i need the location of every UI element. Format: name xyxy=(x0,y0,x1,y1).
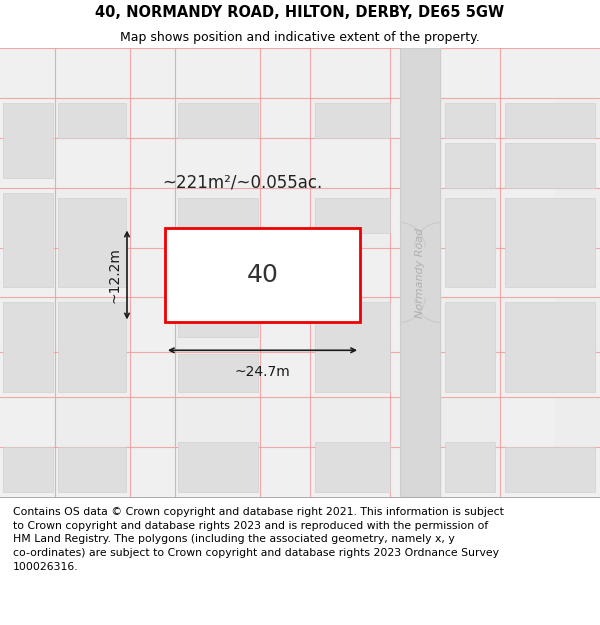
Bar xyxy=(445,198,495,288)
Text: 40, NORMANDY ROAD, HILTON, DERBY, DE65 5GW: 40, NORMANDY ROAD, HILTON, DERBY, DE65 5… xyxy=(95,4,505,19)
Bar xyxy=(315,442,390,492)
Bar xyxy=(178,198,258,232)
Bar xyxy=(58,198,126,288)
Bar xyxy=(505,143,595,188)
Bar xyxy=(260,48,310,497)
Text: Map shows position and indicative extent of the property.: Map shows position and indicative extent… xyxy=(120,31,480,44)
Text: ~12.2m: ~12.2m xyxy=(108,247,122,303)
Bar xyxy=(505,302,595,392)
Bar xyxy=(3,447,53,492)
Bar xyxy=(445,302,495,392)
Text: ~221m²/~0.055ac.: ~221m²/~0.055ac. xyxy=(163,174,323,192)
Bar xyxy=(505,447,595,492)
Bar xyxy=(130,48,175,497)
Bar xyxy=(0,138,600,188)
Bar xyxy=(500,48,555,497)
Bar xyxy=(0,248,600,298)
Bar xyxy=(0,48,55,497)
Bar xyxy=(165,228,360,322)
Bar xyxy=(3,103,53,178)
Bar xyxy=(0,352,600,397)
Bar xyxy=(178,354,258,392)
Bar xyxy=(445,143,495,188)
Bar xyxy=(58,447,126,492)
Text: 40: 40 xyxy=(247,263,278,287)
Bar xyxy=(58,103,126,138)
Bar xyxy=(178,442,258,492)
Bar xyxy=(315,198,390,232)
Bar xyxy=(58,302,126,392)
Bar xyxy=(178,103,258,138)
Bar xyxy=(0,447,600,497)
Bar xyxy=(315,302,390,392)
Bar xyxy=(445,442,495,492)
Polygon shape xyxy=(400,48,440,497)
Text: Contains OS data © Crown copyright and database right 2021. This information is : Contains OS data © Crown copyright and d… xyxy=(13,507,504,571)
Bar xyxy=(445,103,495,138)
Bar xyxy=(3,302,53,392)
Bar xyxy=(315,103,390,138)
Bar xyxy=(390,48,440,497)
Bar xyxy=(505,103,595,138)
Text: Normandy Road: Normandy Road xyxy=(415,228,425,318)
Bar xyxy=(505,198,595,288)
Bar xyxy=(0,48,600,98)
Bar xyxy=(3,192,53,288)
Bar xyxy=(178,299,258,338)
Text: ~24.7m: ~24.7m xyxy=(235,365,290,379)
